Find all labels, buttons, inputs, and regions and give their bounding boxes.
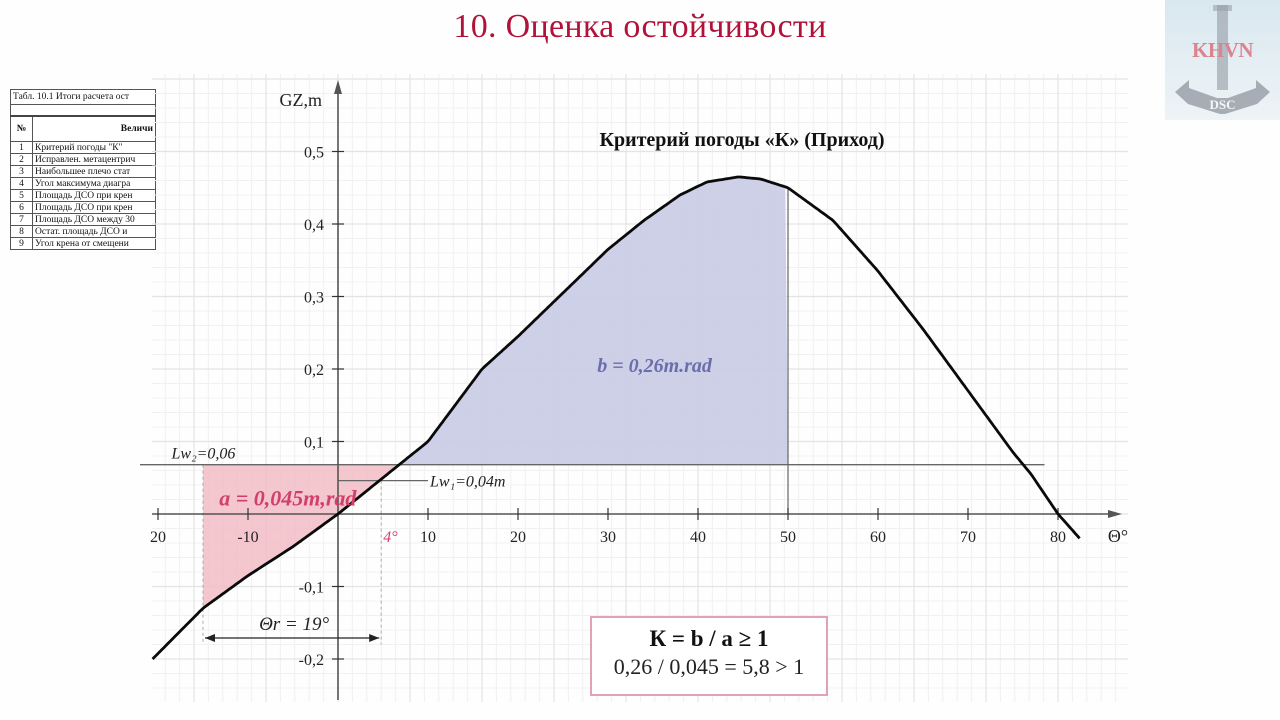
y-tick-label: 0,4 xyxy=(304,217,324,234)
angle-4deg-label: 4° xyxy=(383,529,398,546)
logo-subtext: DSC xyxy=(1209,97,1236,112)
x-tick-label: 40 xyxy=(690,529,706,546)
y-tick-label: -0,1 xyxy=(299,580,324,597)
x-tick-label: 70 xyxy=(960,529,976,546)
arrow-right-icon xyxy=(369,633,380,642)
x-tick-label: 20 xyxy=(510,529,526,546)
y-tick-label: 0,3 xyxy=(304,290,324,307)
y-tick-label: 0,1 xyxy=(304,435,324,452)
table-row: 4 Угол максимума диагра xyxy=(10,177,156,190)
row-number: 9 xyxy=(10,237,33,250)
x-tick-label: 30 xyxy=(600,529,616,546)
table-caption: Табл. 10.1 Итоги расчета ост xyxy=(10,89,156,105)
table-row: 6 Площадь ДСО при крен xyxy=(10,201,156,214)
table-row: 3 Наибольшее плечо стат xyxy=(10,165,156,178)
arrow-left-icon xyxy=(205,633,215,642)
area-b xyxy=(402,177,788,465)
row-number: 8 xyxy=(10,225,33,238)
x-tick-label: 20 xyxy=(150,529,166,546)
row-number: 3 xyxy=(10,165,33,178)
theta-r-label: Θr = 19° xyxy=(259,614,329,635)
row-label: Угол крена от смещени xyxy=(32,237,156,250)
formula-main: К = b / a ≥ 1 xyxy=(649,626,769,651)
y-tick-label: -0,2 xyxy=(299,652,324,669)
table-row: 9 Угол крена от смещени xyxy=(10,237,156,250)
slide-title: 10. Оценка остойчивости xyxy=(453,8,827,45)
logo: KHVN DSC xyxy=(1165,0,1280,120)
table-row: 5 Площадь ДСО при крен xyxy=(10,189,156,202)
row-number: 2 xyxy=(10,153,33,166)
row-number: 4 xyxy=(10,177,33,190)
gz-chart-svg: 20 -10 10 20 30 40 50 60 70 80 -0,2 -0,1 0,1 0,2 0,3 0,… xyxy=(140,74,1128,702)
row-number: 5 xyxy=(10,189,33,202)
y-tick-label: 0,2 xyxy=(304,362,324,379)
table-row: 7 Площадь ДСО между 30 xyxy=(10,213,156,226)
gz-curve xyxy=(151,175,1081,660)
table-body: 1 Критерий погоды "К" 2 Исправлен. метацент… xyxy=(10,141,156,250)
y-tick-label: 0,5 xyxy=(304,145,324,162)
area-a-label: a = 0,045m,rad xyxy=(219,485,357,510)
formula-box: К = b / a ≥ 1 0,26 / 0,045 = 5,8 > 1 xyxy=(590,616,828,696)
row-number: 6 xyxy=(10,201,33,214)
row-label: Остат. площадь ДСО и xyxy=(32,225,156,238)
row-label: Площадь ДСО при крен xyxy=(32,201,156,214)
anchor-icon xyxy=(1175,5,1270,114)
y-axis-label: GZ,m xyxy=(280,90,323,110)
x-tick-label: -10 xyxy=(237,529,258,546)
row-number: 7 xyxy=(10,213,33,226)
row-label: Площадь ДСО между 30 xyxy=(32,213,156,226)
x-axis-label: Θ° xyxy=(1108,526,1128,546)
table-row: 1 Критерий погоды "К" xyxy=(10,141,156,154)
chart-title: Критерий погоды «К» (Приход) xyxy=(599,129,884,151)
row-label: Наибольшее плечо стат xyxy=(32,165,156,178)
row-label: Исправлен. метацентрич xyxy=(32,153,156,166)
x-tick-label: 10 xyxy=(420,529,436,546)
row-label: Критерий погоды "К" xyxy=(32,141,156,154)
formula-calc: 0,26 / 0,045 = 5,8 > 1 xyxy=(613,654,805,679)
lw2-label: Lw₂=0,06 xyxy=(171,446,236,463)
row-label: Угол максимума диагра xyxy=(32,177,156,190)
logo-text: KHVN xyxy=(1192,38,1254,62)
x-tick-label: 80 xyxy=(1050,529,1066,546)
table-row: 8 Остат. площадь ДСО и xyxy=(10,225,156,238)
table-header-num: № xyxy=(10,115,33,142)
row-label: Площадь ДСО при крен xyxy=(32,189,156,202)
x-axis-arrow-icon xyxy=(1108,510,1122,518)
table-header-quantity: Величи xyxy=(32,115,156,142)
x-tick-label: 60 xyxy=(870,529,886,546)
y-axis-arrow-icon xyxy=(334,80,342,94)
lw1-label: Lw₁=0,04m xyxy=(429,474,505,491)
x-tick-label: 50 xyxy=(780,529,796,546)
row-number: 1 xyxy=(10,141,33,154)
stability-chart: 20 -10 10 20 30 40 50 60 70 80 -0,2 -0,1 0,1 0,2 0,3 0,… xyxy=(140,74,1128,702)
table-row: 2 Исправлен. метацентрич xyxy=(10,153,156,166)
area-b-label: b = 0,26m.rad xyxy=(597,355,713,377)
